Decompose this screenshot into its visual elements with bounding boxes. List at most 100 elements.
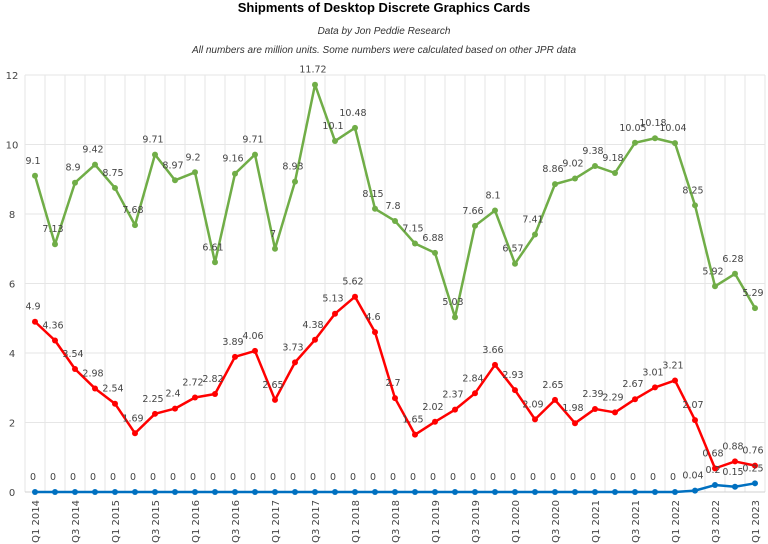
data-label-2: 0 — [270, 472, 276, 483]
data-point-2 — [92, 489, 98, 495]
data-point-2 — [472, 489, 478, 495]
data-label-2: 0 — [90, 472, 96, 483]
data-point-0 — [172, 177, 178, 184]
data-point-1 — [572, 420, 578, 427]
data-point-0 — [232, 170, 238, 177]
data-label-0: 8.86 — [542, 164, 563, 175]
data-point-2 — [732, 483, 738, 490]
x-tick-label: Q1 2016 — [191, 500, 202, 543]
data-point-0 — [452, 314, 458, 321]
data-point-2 — [52, 489, 58, 495]
data-label-0: 9.2 — [185, 152, 200, 163]
x-tick-label: Q1 2017 — [271, 500, 282, 543]
x-tick-label: Q1 2014 — [31, 500, 42, 543]
x-tick-label: Q3 2020 — [551, 500, 562, 543]
data-point-0 — [312, 81, 318, 88]
data-label-2: 0 — [450, 472, 456, 483]
data-label-0: 10.04 — [659, 123, 686, 134]
data-point-2 — [572, 489, 578, 495]
data-point-1 — [112, 400, 118, 407]
data-point-2 — [552, 489, 558, 495]
data-point-0 — [472, 222, 478, 229]
data-point-0 — [212, 259, 218, 266]
data-point-2 — [272, 489, 278, 495]
data-point-0 — [432, 249, 438, 256]
data-point-2 — [232, 489, 238, 495]
data-point-2 — [292, 489, 298, 495]
data-label-1: 3.21 — [662, 360, 683, 371]
data-point-1 — [252, 347, 258, 354]
data-point-2 — [452, 489, 458, 495]
data-point-1 — [312, 336, 318, 343]
data-point-2 — [72, 489, 78, 495]
data-point-1 — [692, 417, 698, 424]
data-point-0 — [132, 222, 138, 229]
data-point-0 — [92, 161, 98, 168]
data-point-0 — [672, 140, 678, 147]
data-point-0 — [552, 181, 558, 188]
y-tick-label: 2 — [9, 419, 15, 430]
data-label-1: 2.54 — [102, 384, 123, 395]
data-point-0 — [72, 179, 78, 186]
data-label-0: 8.15 — [362, 189, 383, 200]
data-point-0 — [532, 231, 538, 238]
data-point-1 — [172, 405, 178, 412]
data-label-2: 0 — [650, 472, 656, 483]
y-tick-label: 10 — [6, 141, 19, 152]
data-point-0 — [272, 245, 278, 252]
data-label-0: 9.18 — [602, 153, 623, 164]
data-point-2 — [672, 489, 678, 495]
data-label-0: 9.71 — [142, 135, 163, 146]
data-point-0 — [52, 241, 58, 248]
data-point-0 — [352, 124, 358, 131]
data-label-1: 1.98 — [562, 403, 583, 414]
data-label-0: 8.1 — [485, 191, 500, 202]
data-label-0: 7.15 — [402, 224, 423, 235]
data-point-2 — [532, 489, 538, 495]
y-tick-label: 0 — [9, 488, 15, 499]
data-label-0: 7.8 — [385, 201, 400, 212]
x-tick-label: Q3 2018 — [391, 500, 402, 543]
data-point-2 — [612, 489, 618, 495]
data-label-2: 0 — [370, 472, 376, 483]
data-point-0 — [152, 151, 158, 158]
data-label-0: 8.97 — [162, 160, 183, 171]
x-tick-label: Q3 2014 — [71, 500, 82, 543]
data-label-2: 0 — [290, 472, 296, 483]
data-point-1 — [592, 405, 598, 412]
data-point-2 — [152, 489, 158, 495]
x-tick-label: Q1 2019 — [431, 500, 442, 543]
data-label-1: 4.36 — [42, 320, 63, 331]
data-label-0: 8.9 — [65, 163, 80, 174]
x-tick-label: Q3 2015 — [151, 500, 162, 543]
data-point-2 — [632, 489, 638, 495]
x-tick-label: Q3 2016 — [231, 500, 242, 543]
data-point-1 — [492, 361, 498, 368]
data-point-2 — [412, 489, 418, 495]
data-label-2: 0.25 — [742, 463, 763, 474]
data-label-2: 0 — [470, 472, 476, 483]
data-label-2: 0 — [110, 472, 116, 483]
data-label-1: 2.65 — [542, 380, 563, 391]
data-point-1 — [452, 406, 458, 413]
data-label-1: 4.9 — [25, 302, 40, 313]
data-point-2 — [432, 489, 438, 495]
data-point-1 — [192, 394, 198, 401]
data-label-1: 4.38 — [302, 320, 323, 331]
data-point-1 — [92, 385, 98, 392]
data-label-1: 3.54 — [62, 349, 83, 360]
chart-note: All numbers are million units. Some numb… — [191, 45, 577, 56]
data-label-0: 10.18 — [639, 118, 666, 129]
data-label-0: 8.25 — [682, 185, 703, 196]
data-label-2: 0 — [410, 472, 416, 483]
data-point-1 — [432, 418, 438, 425]
data-label-1: 3.66 — [482, 345, 503, 356]
data-label-0: 10.1 — [322, 121, 343, 132]
data-point-0 — [632, 139, 638, 146]
chart-title: Shipments of Desktop Discrete Graphics C… — [237, 0, 531, 15]
data-label-1: 1.69 — [122, 413, 143, 424]
data-label-1: 5.62 — [342, 277, 363, 288]
data-point-2 — [652, 489, 658, 495]
data-label-1: 4.6 — [365, 312, 380, 323]
y-tick-label: 6 — [9, 280, 15, 291]
